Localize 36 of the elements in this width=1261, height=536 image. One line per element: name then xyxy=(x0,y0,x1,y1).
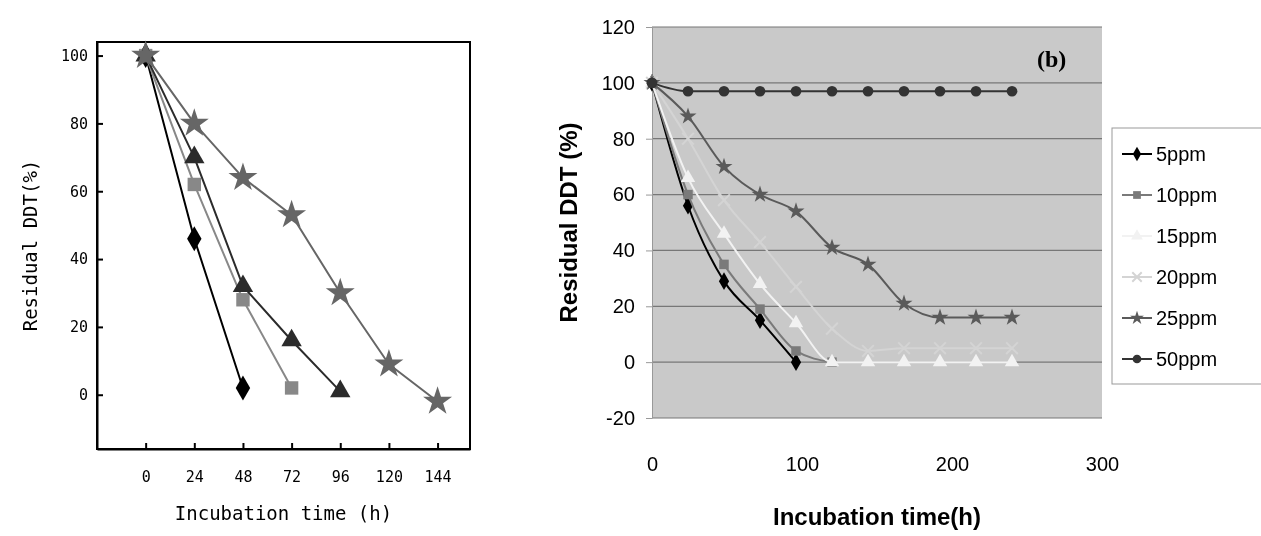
x-tick-label: 100 xyxy=(785,453,820,475)
y-axis-title: Residual DDT(%) xyxy=(19,159,41,332)
x-tick-label: 24 xyxy=(185,468,204,486)
x-tick-label: 200 xyxy=(935,453,970,475)
x-tick-label: 120 xyxy=(375,468,403,486)
legend-label: 20ppm xyxy=(1156,266,1218,288)
legend-label: 10ppm xyxy=(1156,184,1218,206)
y-tick-label: 80 xyxy=(69,114,88,133)
legend-label: 50ppm xyxy=(1156,348,1218,370)
x-tick-label: 300 xyxy=(1085,453,1120,475)
y-tick-label: 20 xyxy=(612,295,635,318)
y-tick-label: 60 xyxy=(612,183,635,206)
y-tick-label: -20 xyxy=(606,406,635,429)
y-tick-label: 80 xyxy=(612,127,635,150)
y-tick-label: 0 xyxy=(623,351,635,374)
y-axis-title: Residual DDT (%) xyxy=(555,122,582,323)
y-tick-label: 20 xyxy=(69,318,88,337)
y-tick-label: 60 xyxy=(69,182,88,201)
y-tick-label: 120 xyxy=(601,15,635,38)
x-tick-label: 72 xyxy=(283,468,302,486)
y-tick-label: 40 xyxy=(612,239,635,262)
legend-label: 15ppm xyxy=(1156,225,1218,247)
x-tick-label: 0 xyxy=(646,453,659,475)
x-tick-label: 0 xyxy=(141,468,151,486)
y-tick-label: 0 xyxy=(78,386,88,405)
y-tick-label: 100 xyxy=(601,71,635,94)
legend-label: 5ppm xyxy=(1156,143,1207,165)
x-tick-label: 96 xyxy=(331,468,350,486)
legend-label: 25ppm xyxy=(1156,307,1218,329)
x-axis-title: Incubation time (h) xyxy=(174,502,393,524)
x-tick-label: 144 xyxy=(424,468,452,486)
y-tick-label: 40 xyxy=(69,250,88,269)
y-tick-label: 100 xyxy=(60,46,88,65)
x-axis-title: Incubation time(h) xyxy=(773,503,981,530)
annotation: (b) xyxy=(1037,46,1067,72)
x-tick-label: 48 xyxy=(234,468,253,486)
